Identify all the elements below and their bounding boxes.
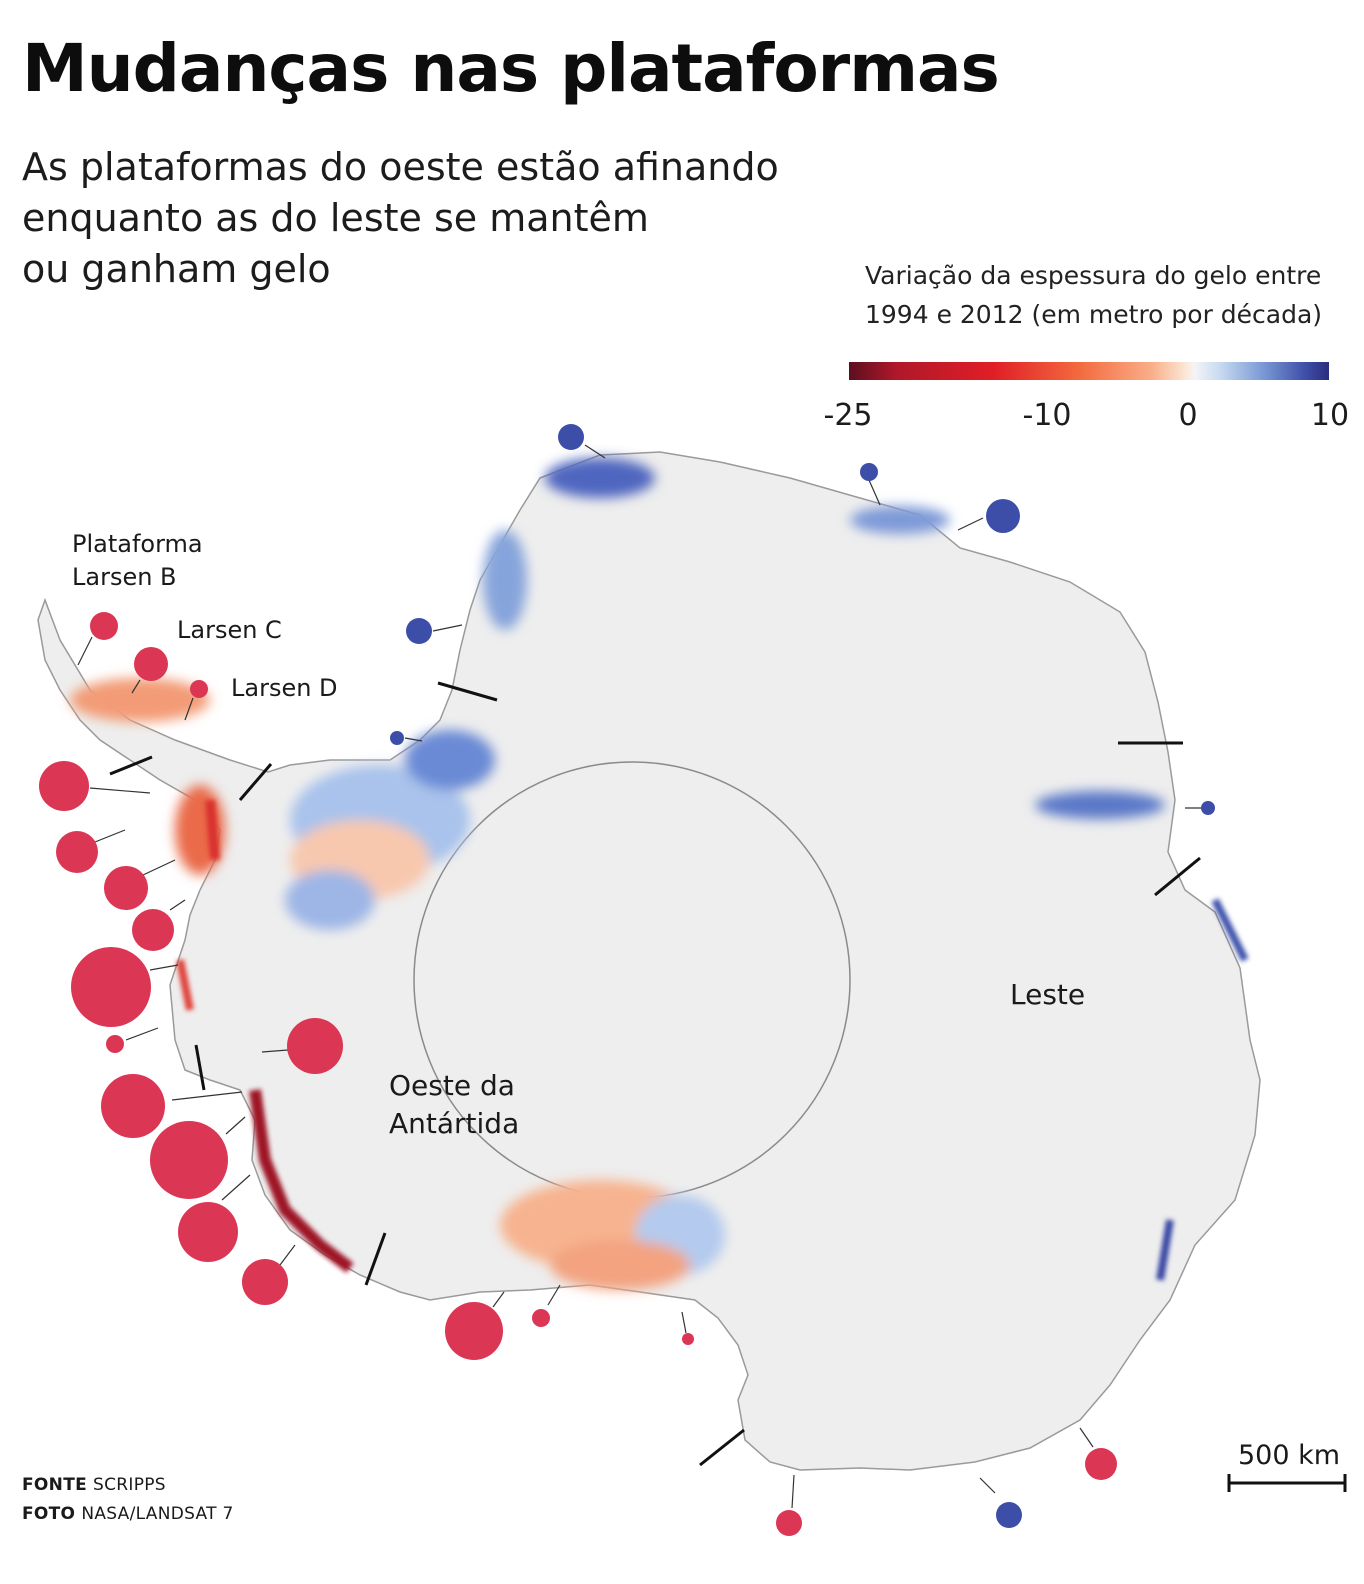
ice-shelf-patches [70,458,1165,1290]
source-label: FONTE [22,1475,88,1495]
basin-dividers [109,681,1201,1467]
legend-title: Variação da espessura do gelo entre 1994… [865,261,1323,329]
photo-label: FOTO [22,1504,76,1524]
thinning-coast [176,799,1249,1281]
gain-markers [390,424,1215,1528]
loss-marker [445,1302,503,1360]
loss-marker [71,947,151,1027]
gain-marker [860,463,878,481]
loss-marker [190,680,208,698]
loss-marker [101,1074,165,1138]
label-west-line1: Oeste da [389,1069,515,1102]
continent-outline [37,451,1261,1471]
gain-marker [390,731,404,745]
gain-marker [1201,801,1215,815]
label-larsen-b: Plataforma Larsen B [72,530,210,591]
scale-bar-label: 500 km [1238,1440,1341,1471]
label-larsen-b-line2: Larsen B [72,563,177,591]
page-subtitle: As plataformas do oeste estão afinando e… [22,145,779,291]
label-west-line2: Antártida [389,1107,519,1140]
loss-marker [150,1121,228,1199]
label-west-antarctica: Oeste da Antártida [389,1069,524,1140]
label-larsen-b-line1: Plataforma [72,530,203,558]
gain-marker [996,1502,1022,1528]
gain-marker [406,618,432,644]
loss-marker [39,761,89,811]
loss-marker [178,1202,238,1262]
page-title: Mudanças nas plataformas [22,30,1000,107]
loss-marker [90,612,118,640]
loss-markers [39,612,1117,1536]
label-east-antarctica: Leste [1010,978,1085,1011]
gain-marker [558,424,584,450]
legend-tick-minus10: -10 [1022,398,1072,433]
loss-marker [132,909,174,951]
loss-marker [106,1035,124,1053]
gain-marker [986,499,1020,533]
loss-marker [1085,1448,1117,1480]
legend-tick-zero: 0 [1178,398,1198,433]
loss-marker [134,647,168,681]
loss-marker [532,1309,550,1327]
loss-marker [56,831,98,873]
marker-leaders [77,444,1205,1509]
label-larsen-c: Larsen C [177,616,282,644]
label-larsen-d: Larsen D [231,674,338,702]
loss-marker [287,1018,343,1074]
loss-marker [104,866,148,910]
photo-credit: FOTO NASA/LANDSAT 7 [22,1504,234,1524]
legend-tick-min: -25 [823,398,873,433]
scale-bar [1227,1474,1347,1492]
photo-value: NASA/LANDSAT 7 [81,1504,234,1524]
loss-marker [242,1259,288,1305]
loss-marker [776,1510,802,1536]
legend-tick-max: 10 [1310,398,1350,433]
source-credit: FONTE SCRIPPS [22,1475,166,1495]
source-value: SCRIPPS [93,1475,166,1495]
legend-color-scale [849,362,1329,380]
loss-marker [682,1333,694,1345]
